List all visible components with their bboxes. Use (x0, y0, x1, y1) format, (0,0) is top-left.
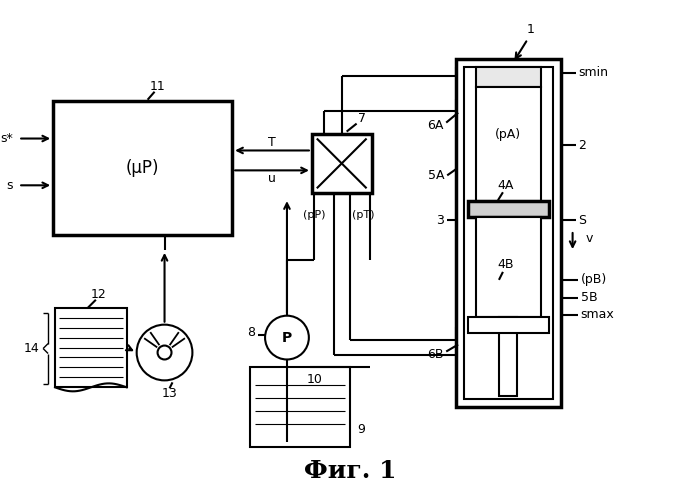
Text: 14: 14 (23, 342, 39, 355)
Text: (μP): (μP) (126, 159, 159, 177)
Text: s: s (7, 179, 13, 192)
Bar (476, 217, 541, 317)
Text: (pB): (pB) (581, 273, 607, 286)
Text: 13: 13 (161, 387, 178, 400)
Text: 3: 3 (436, 214, 444, 227)
Text: P: P (282, 330, 292, 345)
Text: 4A: 4A (498, 179, 514, 192)
Bar (312, 134, 372, 193)
Text: 8: 8 (247, 326, 255, 339)
Text: s*: s* (1, 132, 13, 145)
Bar (55, 308, 127, 387)
Text: (pA): (pA) (496, 128, 521, 141)
Text: 6B: 6B (426, 348, 443, 361)
Text: 10: 10 (307, 373, 323, 386)
Text: T: T (268, 136, 276, 149)
Text: smin: smin (579, 66, 609, 79)
Bar (476, 87, 541, 201)
Text: smax: smax (581, 308, 614, 321)
Text: 1: 1 (527, 22, 535, 35)
Bar (53, 101, 232, 235)
Bar (250, 367, 350, 447)
Text: 12: 12 (91, 288, 107, 301)
Text: 2: 2 (579, 139, 586, 152)
Bar (468, 317, 549, 333)
Text: 5B: 5B (581, 291, 597, 304)
Bar (456, 59, 561, 407)
Bar (464, 67, 553, 399)
Bar (468, 201, 549, 217)
Text: 11: 11 (150, 80, 166, 93)
Text: 6A: 6A (427, 119, 443, 132)
Text: v: v (586, 232, 593, 245)
Text: (pP): (pP) (303, 210, 325, 220)
Text: S: S (579, 214, 586, 227)
Text: 7: 7 (358, 112, 366, 125)
Text: 5A: 5A (428, 169, 444, 182)
Text: 4B: 4B (498, 258, 514, 271)
Text: u: u (268, 172, 276, 185)
Text: Фиг. 1: Фиг. 1 (304, 459, 397, 483)
Bar (476, 67, 541, 87)
Text: (pT): (pT) (352, 210, 375, 220)
Bar (499, 317, 517, 396)
Text: 9: 9 (358, 423, 366, 436)
